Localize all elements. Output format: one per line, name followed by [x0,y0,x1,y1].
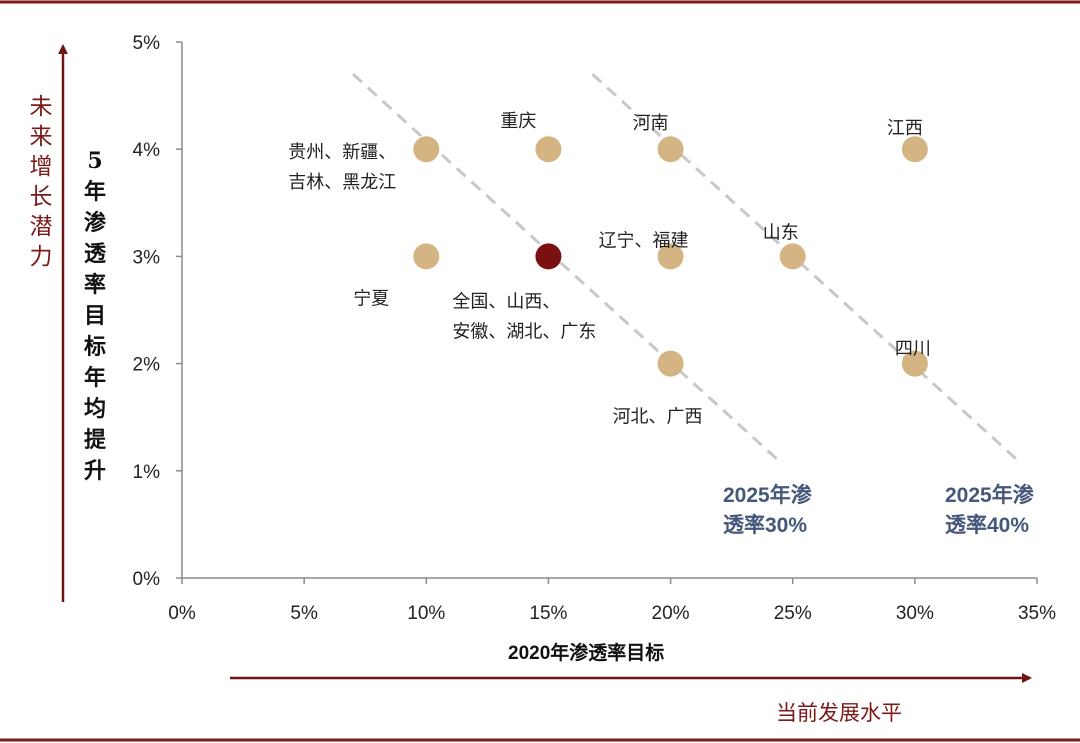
x-tick-label: 20% [652,603,690,624]
vertical-glyph: 均 [83,396,106,422]
vertical-glyph: 率 [83,272,106,298]
x-arrow-label: 当前发展水平 [776,701,902,725]
point-label: 安徽、湖北、广东 [452,321,596,342]
x-tick-label: 15% [529,603,567,624]
vertical-glyph: 潜 [29,214,53,240]
y-tick-label: 4% [133,140,161,161]
y-arrow-label: 未来增长潜力 [24,92,58,272]
point-label: 重庆 [500,111,536,132]
point [657,350,684,377]
reference-line-1 [351,73,780,462]
point-label: 山东 [763,222,799,243]
point-label: 河南 [633,113,669,134]
y-tick-label: 1% [133,462,161,483]
reference-line-2 [591,73,1019,462]
vertical-glyph: 渗 [83,210,106,236]
point [901,136,928,163]
point-label: 江西 [887,118,923,139]
point [657,136,684,163]
point-label: 全国、山西、 [452,291,560,312]
vertical-glyph: 增 [29,154,53,180]
vertical-glyph: 提 [83,427,106,453]
y-tick-label: 0% [133,569,161,590]
point [413,243,440,270]
y-tick-label: 3% [133,247,161,268]
y-tick-label: 2% [133,355,161,376]
vertical-glyph: 升 [83,458,106,484]
point [779,243,806,270]
point [535,136,562,163]
point-label: 河北、广西 [613,407,703,428]
vertical-glyph: 标 [83,334,106,360]
vertical-glyph: 来 [29,124,53,150]
vertical-glyph: 年 [83,365,106,391]
x-tick-label: 10% [407,603,445,624]
reference-line-label-40-line1: 2025年渗 [945,484,1034,507]
vertical-glyph: 年 [83,179,106,205]
point-highlight [535,243,562,270]
x-tick-label: 25% [774,603,812,624]
reference-line-label-30-line2: 透率30% [723,514,808,537]
point [901,350,928,377]
vertical-glyph: 长 [29,184,53,210]
reference-line-label-30-line1: 2025年渗 [723,484,812,507]
point [657,243,684,270]
vertical-glyph: 透 [83,241,106,267]
vertical-glyph: 目 [83,303,106,329]
x-tick-label: 0% [168,603,196,624]
point-label: 吉林、黑龙江 [288,172,396,193]
vertical-glyph: 5 [87,148,103,174]
reference-line-label-40-line2: 透率40% [945,514,1030,537]
x-tick-label: 30% [896,603,934,624]
point-label: 宁夏 [353,288,389,309]
reference-line-label-30: 2025年渗 透率30% [723,481,812,541]
point [413,136,440,163]
x-axis-title: 2020年渗透率目标 [508,643,665,664]
point-label: 贵州、新疆、 [288,142,396,163]
vertical-glyph: 未 [29,94,53,120]
y-tick-label: 5% [133,33,161,54]
x-tick-label: 5% [290,603,318,624]
vertical-glyph: 力 [29,244,53,270]
point-label: 四川 [895,339,931,360]
point-label: 辽宁、福建 [599,230,689,251]
reference-line-label-40: 2025年渗 透率40% [945,481,1034,541]
x-tick-label: 35% [1018,603,1056,624]
